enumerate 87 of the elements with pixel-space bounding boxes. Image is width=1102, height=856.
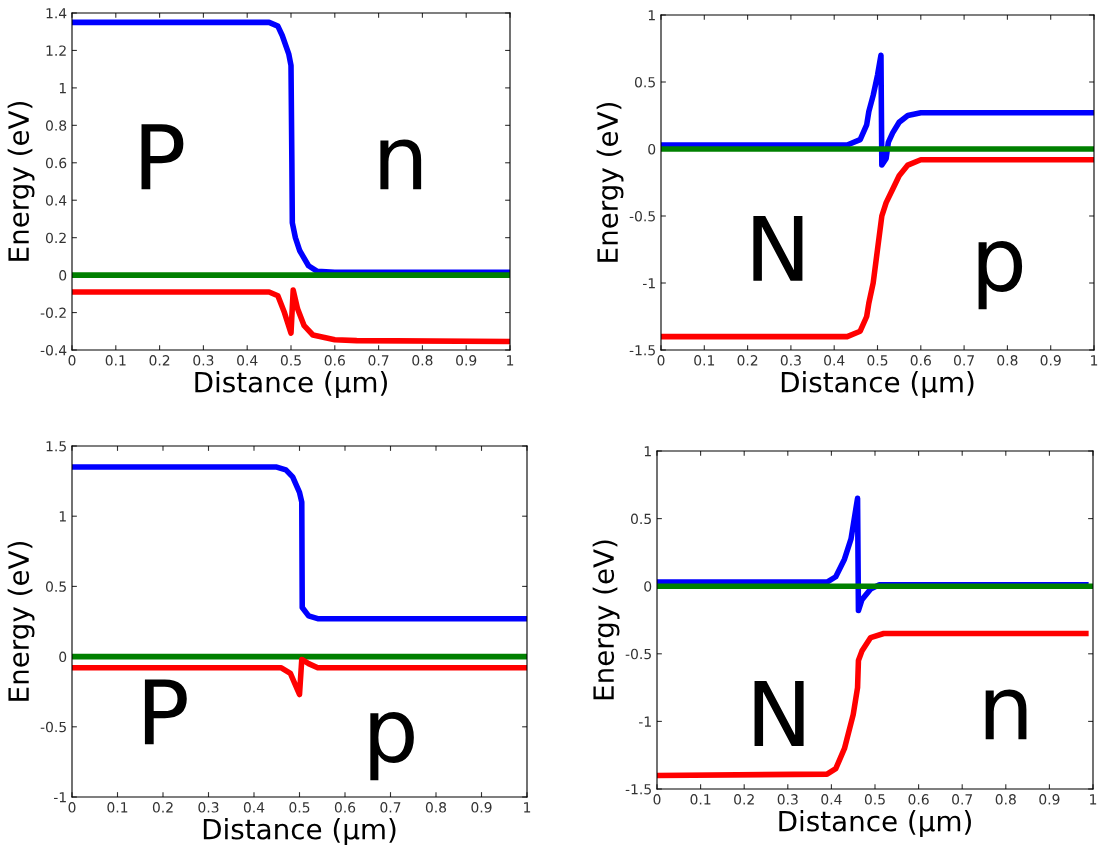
annotation: N	[754, 681, 804, 746]
x-tick-label: 0.7	[953, 355, 974, 366]
y-tick-label: 0	[644, 581, 652, 592]
x-tick-label: 0.7	[368, 355, 389, 366]
y-tick-label: 1	[648, 10, 655, 21]
x-tick-label: 1	[524, 802, 531, 813]
y-tick-label: 1.5	[46, 441, 66, 452]
y-tick-label: 1	[644, 446, 651, 457]
y-axis-title: Energy (eV)	[7, 101, 35, 261]
y-tick-label: -0.4	[40, 344, 67, 356]
x-tick-label: 0.9	[1039, 794, 1060, 805]
x-tick-label: 0.4	[824, 355, 845, 366]
annotation: p	[370, 712, 414, 781]
x-tick-label: 0.5	[867, 355, 888, 366]
x-tick-label: 0.9	[456, 355, 477, 366]
x-tick-label: 0.6	[334, 802, 356, 813]
x-tick-label: 0.3	[193, 355, 214, 366]
x-tick-label: 0.6	[910, 355, 931, 366]
x-tick-label: 0.2	[737, 355, 758, 366]
x-tick-label: 0.6	[908, 794, 929, 805]
x-tick-label: 0.8	[425, 802, 447, 813]
y-tick-label: 0.8	[45, 120, 67, 131]
y-tick-label: 1	[59, 83, 66, 94]
x-tick-label: 0.8	[995, 794, 1016, 805]
y-tick-label: -1.5	[629, 345, 655, 356]
x-tick-label: 0.3	[780, 355, 801, 366]
y-tick-label: -1	[642, 278, 655, 289]
annotation: p	[978, 241, 1023, 310]
y-axis-title: Energy (eV)	[7, 541, 35, 701]
x-tick-label: 0.6	[324, 355, 345, 366]
annotation: N	[753, 215, 803, 281]
y-tick-label: 1.4	[46, 8, 67, 19]
y-tick-label: -1.5	[625, 784, 651, 795]
y-axis-title: Energy (eV)	[596, 102, 624, 262]
x-tick-label: 0.8	[412, 355, 433, 366]
x-tick-label: 0.4	[237, 355, 258, 366]
x-tick-label: 0.8	[997, 355, 1018, 366]
annotation: n	[380, 139, 422, 190]
x-tick-label: 0.4	[243, 802, 265, 813]
x-tick-label: 0.5	[864, 794, 885, 805]
x-tick-label: 0.3	[198, 802, 219, 813]
y-tick-label: 0.4	[45, 195, 67, 206]
y-tick-label: 0	[59, 651, 67, 663]
y-axis-title: Energy (eV)	[592, 540, 620, 700]
x-tick-label: 0.1	[694, 355, 715, 366]
x-tick-label: 1	[1091, 355, 1098, 366]
x-tick-label: 0.4	[821, 794, 842, 805]
x-tick-label: 0	[657, 355, 665, 366]
x-tick-label: 1	[507, 355, 514, 366]
x-axis-title: Distance (μm)	[203, 818, 396, 845]
annotation: P	[144, 679, 187, 745]
x-tick-label: 0.9	[471, 802, 492, 813]
x-tick-label: 0.9	[1040, 355, 1061, 366]
y-tick-label: 1.2	[46, 45, 66, 56]
x-tick-label: 0.5	[289, 802, 310, 813]
x-tick-label: 0.1	[107, 802, 128, 813]
y-tick-label: 0.5	[45, 581, 66, 592]
x-tick-label: 0.2	[152, 802, 173, 813]
y-tick-label: -0.5	[629, 210, 655, 222]
y-tick-label: -0.5	[625, 648, 651, 660]
annotation: n	[985, 689, 1027, 740]
y-tick-label: 0.6	[45, 157, 67, 169]
x-tick-label: 0	[68, 802, 76, 813]
x-tick-label: 0.1	[105, 355, 126, 366]
x-tick-label: 1	[1090, 794, 1097, 805]
x-tick-label: 0.5	[280, 355, 301, 366]
y-tick-label: 0	[59, 270, 67, 281]
x-axis-title: Distance (μm)	[779, 810, 971, 837]
y-tick-label: -0.5	[40, 721, 66, 733]
y-tick-label: 0.2	[45, 232, 66, 244]
x-tick-label: 0	[68, 355, 76, 366]
x-tick-label: 0.2	[734, 794, 754, 805]
annotation: P	[141, 124, 184, 190]
x-axis-title: Distance (μm)	[195, 371, 387, 398]
x-tick-label: 0.7	[380, 802, 401, 813]
y-tick-label: 1	[59, 511, 66, 522]
y-tick-label: 0.5	[634, 76, 655, 88]
x-axis-title: Distance (μm)	[781, 371, 974, 398]
x-tick-label: 0.3	[777, 794, 798, 805]
x-tick-label: 0.2	[149, 355, 170, 366]
y-tick-label: 0	[648, 143, 656, 155]
y-tick-label: -1	[53, 792, 66, 803]
x-tick-label: 0.1	[690, 794, 711, 805]
x-tick-label: 0.7	[952, 794, 973, 805]
y-tick-label: 0.5	[630, 513, 651, 525]
y-tick-label: -1	[638, 716, 651, 727]
y-tick-label: -0.2	[40, 307, 66, 319]
